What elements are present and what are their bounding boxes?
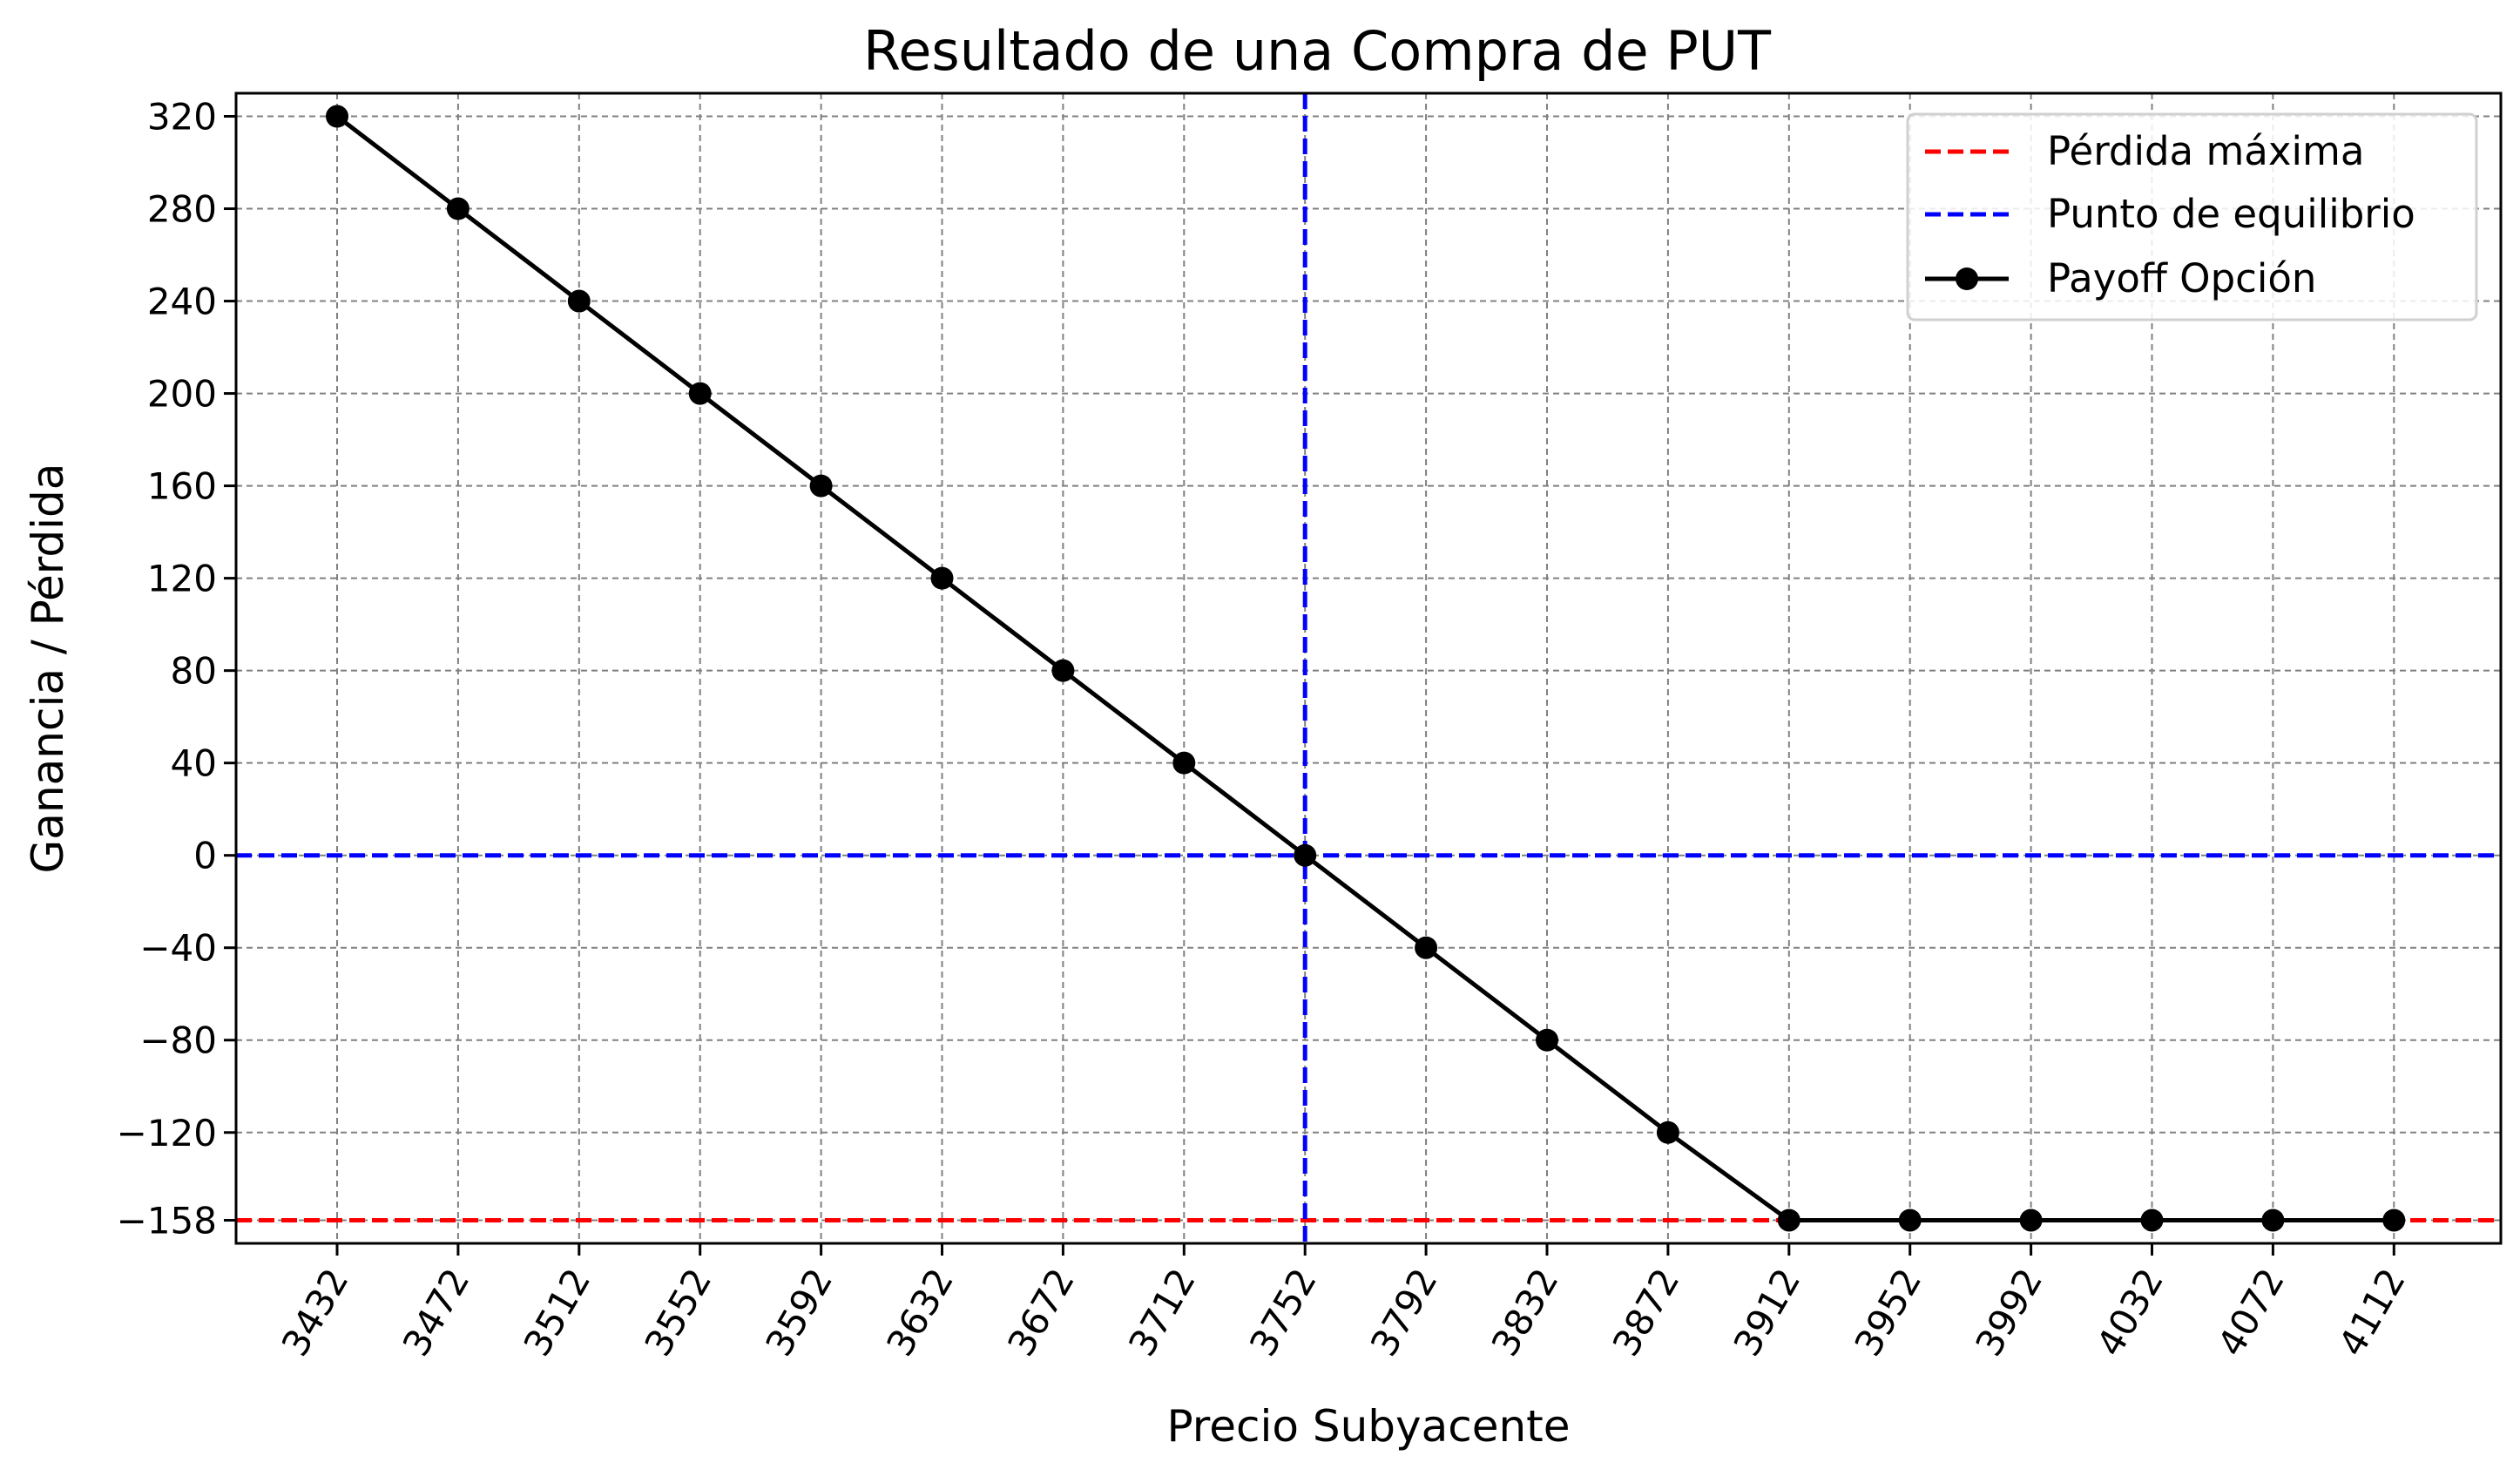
x-tick-label: 3512 (516, 1262, 599, 1364)
series-layer (326, 105, 2406, 1232)
x-axis: 3432 3472 3512 3552 3592 3632 3672 3712 3752 3792… (274, 1243, 2414, 1364)
data-point (1777, 1209, 1800, 1232)
x-tick-label: 3832 (1483, 1262, 1567, 1364)
data-point (567, 289, 591, 313)
x-tick-label: 3672 (999, 1262, 1083, 1364)
x-tick-label: 3432 (274, 1262, 357, 1364)
data-point (2019, 1209, 2043, 1232)
x-tick-label: 3952 (1846, 1262, 1929, 1364)
data-point (809, 474, 833, 498)
data-point (688, 382, 712, 405)
legend-box (1906, 112, 2478, 322)
data-point (446, 197, 470, 220)
legend-label-payoff-opcion: Payoff Opción (2047, 255, 2316, 301)
y-tick-label: 160 (147, 465, 217, 508)
data-point (2382, 1209, 2406, 1232)
legend-label-perdida-maxima: Pérdida máxima (2047, 128, 2364, 174)
plot-frame (234, 91, 2503, 1245)
y-tick-label: 240 (147, 281, 217, 323)
y-tick-label: −80 (139, 1019, 217, 1062)
x-tick-label: 3552 (636, 1262, 720, 1364)
y-tick-label: −40 (139, 927, 217, 970)
legend-marker-payoff-opcion (1956, 267, 1978, 290)
x-tick-label: 3472 (395, 1262, 478, 1364)
x-tick-label: 3592 (757, 1262, 841, 1364)
x-tick-label: 3752 (1241, 1262, 1325, 1364)
data-point (326, 105, 348, 128)
x-tick-label: 3712 (1120, 1262, 1204, 1364)
series-line-payoff-opcion (335, 114, 2395, 1222)
x-tick-label: 4032 (2088, 1262, 2172, 1364)
y-tick-label: 0 (193, 835, 217, 877)
data-point (2261, 1209, 2285, 1232)
legend-label-punto-de-equilibrio: Punto de equilibrio (2047, 191, 2415, 237)
y-tick-label: −158 (117, 1199, 217, 1242)
x-tick-label: 3872 (1605, 1262, 1688, 1364)
chart-title: Resultado de una Compra de PUT (863, 19, 1772, 83)
y-tick-label: 120 (147, 558, 217, 600)
data-point (1172, 751, 1196, 775)
y-axis-label: Ganancia / Pérdida (23, 464, 73, 874)
data-point (1898, 1209, 1922, 1232)
x-tick-label: 3992 (1967, 1262, 2050, 1364)
x-tick-label: 3912 (1726, 1262, 1809, 1364)
y-tick-label: 280 (147, 188, 217, 231)
y-tick-label: 200 (147, 373, 217, 416)
data-point (1415, 936, 1438, 959)
legend: Pérdida máxima Punto de equilibrio Payof… (1906, 112, 2478, 322)
data-point (2140, 1209, 2164, 1232)
y-tick-label: 320 (147, 96, 217, 139)
x-tick-label: 3792 (1362, 1262, 1446, 1364)
data-point (1656, 1121, 1679, 1144)
data-point (1536, 1028, 1558, 1052)
x-tick-label: 3632 (878, 1262, 962, 1364)
y-tick-label: 40 (171, 742, 217, 785)
x-axis-label: Precio Subyacente (1166, 1401, 1570, 1452)
data-point (1294, 843, 1317, 867)
y-tick-label: −120 (117, 1112, 217, 1154)
x-tick-label: 4112 (2330, 1262, 2414, 1364)
y-axis: 320 280 240 200 160 120 80 40 0 −40 −80 −120 −158 (117, 96, 236, 1242)
data-point (930, 566, 954, 590)
data-point (1051, 659, 1075, 682)
x-tick-label: 4072 (2209, 1262, 2293, 1364)
y-tick-label: 80 (171, 650, 217, 693)
